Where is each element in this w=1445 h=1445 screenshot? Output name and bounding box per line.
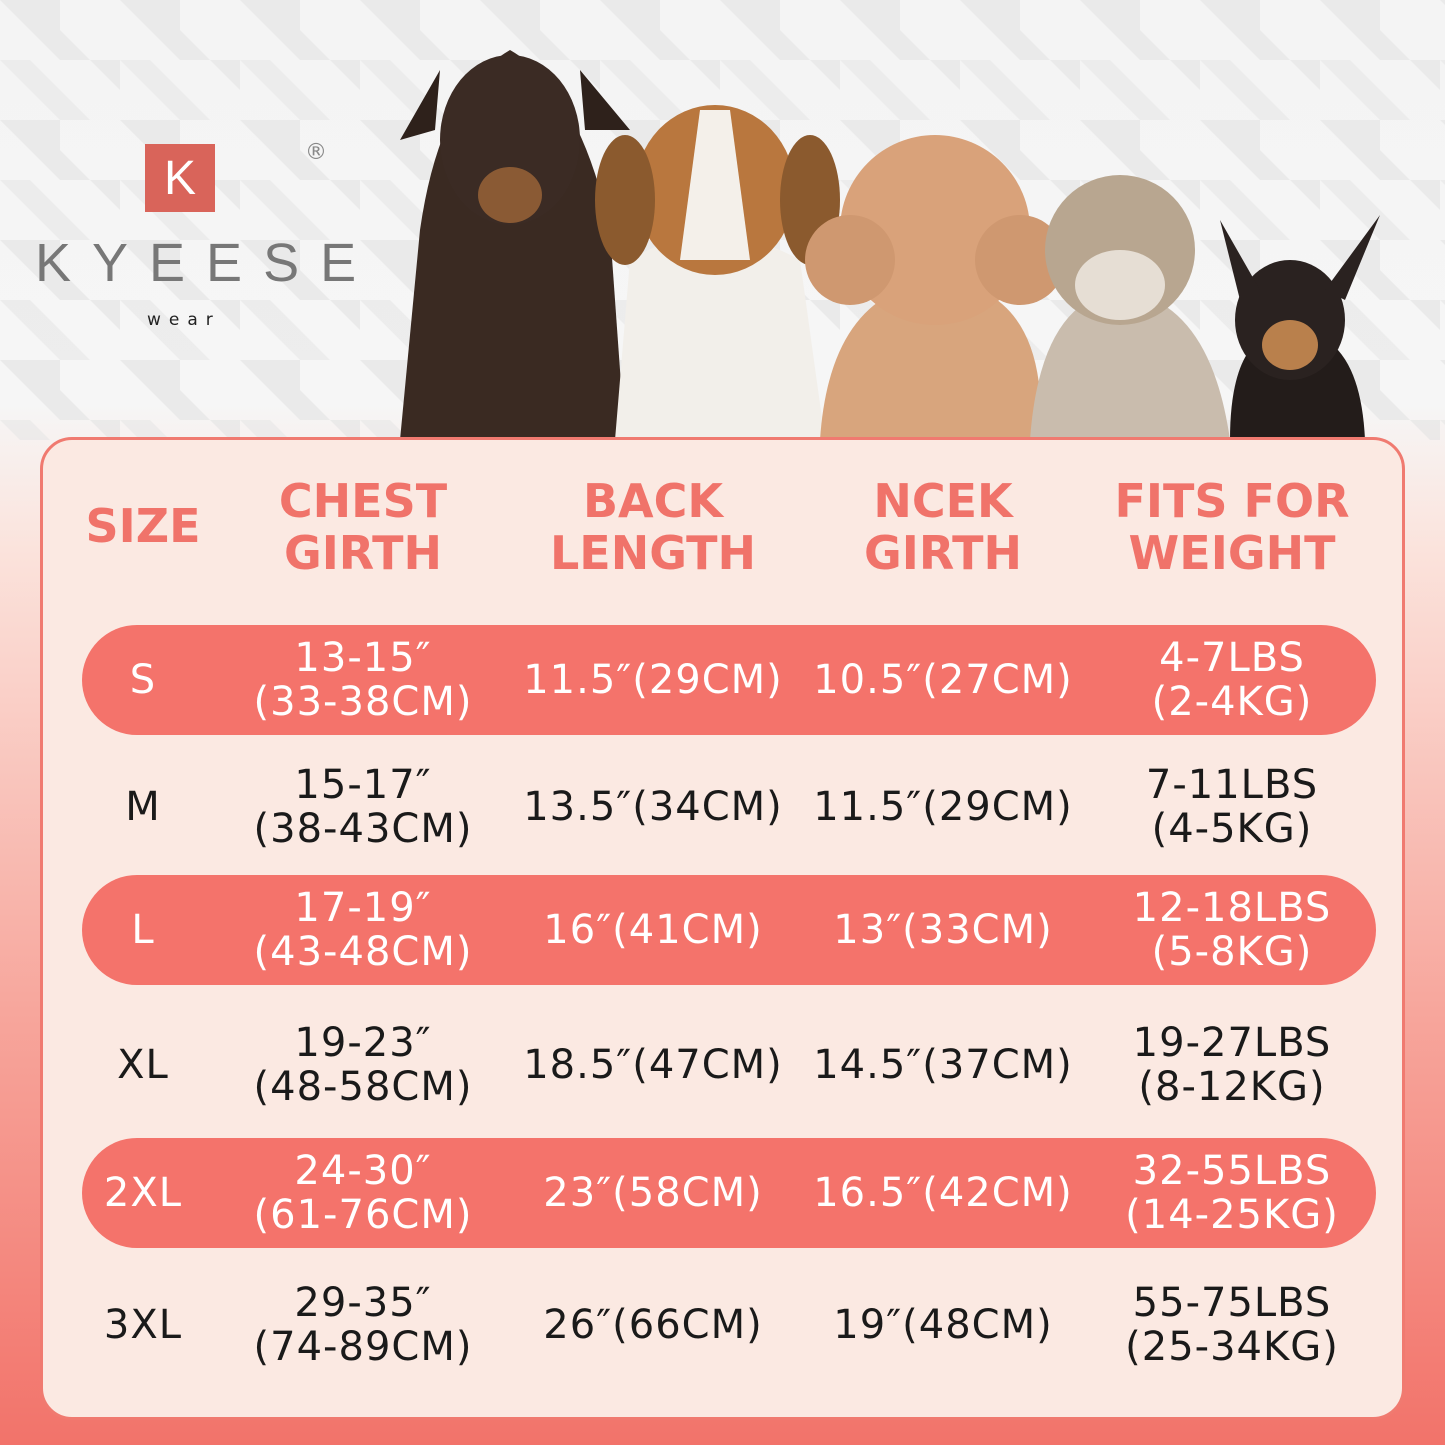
brand-name: KYEESE <box>35 233 378 293</box>
cell-size: L <box>131 907 155 953</box>
header-back-length: BACK LENGTH <box>549 474 757 580</box>
cell-back: 23″(58CM) <box>543 1170 763 1216</box>
cell-chest: 13-15″ (33-38CM) <box>253 635 473 725</box>
cell-back: 13.5″(34CM) <box>523 784 783 830</box>
cell-weight: 19-27LBS (8-12KG) <box>1132 1020 1332 1110</box>
cell-weight: 12-18LBS (5-8KG) <box>1132 885 1332 975</box>
header-size: SIZE <box>85 499 201 553</box>
dogs-photo <box>400 50 1380 440</box>
cell-weight: 55-75LBS (25-34KG) <box>1125 1280 1339 1370</box>
doberman-image <box>400 50 630 440</box>
cell-size: M <box>125 784 161 830</box>
cell-size: 3XL <box>103 1302 183 1348</box>
brand-tagline: wear <box>147 310 221 330</box>
row-highlight <box>82 1138 1376 1248</box>
row-highlight <box>82 625 1376 735</box>
cell-back: 26″(66CM) <box>543 1302 763 1348</box>
beagle-image <box>595 105 840 440</box>
cell-back: 18.5″(47CM) <box>523 1042 783 1088</box>
cell-weight: 32-55LBS (14-25KG) <box>1125 1148 1339 1238</box>
cell-back: 11.5″(29CM) <box>523 657 783 703</box>
cell-neck: 11.5″(29CM) <box>813 784 1073 830</box>
cell-neck: 14.5″(37CM) <box>813 1042 1073 1088</box>
cell-neck: 13″(33CM) <box>833 907 1053 953</box>
row-highlight <box>82 875 1376 985</box>
logo-mark: K <box>145 144 215 212</box>
schnauzer-image <box>1030 175 1230 440</box>
cell-chest: 24-30″ (61-76CM) <box>253 1148 473 1238</box>
header-chest-girth: CHEST GIRTH <box>278 474 448 580</box>
poodle-image <box>805 135 1065 440</box>
cell-size: XL <box>117 1042 169 1088</box>
cell-back: 16″(41CM) <box>543 907 763 953</box>
chihuahua-image <box>1220 215 1380 440</box>
cell-weight: 4-7LBS (2-4KG) <box>1151 635 1313 725</box>
brand-logo: K ® KYEESE wear <box>30 140 356 340</box>
cell-size: S <box>129 657 157 703</box>
cell-size: 2XL <box>103 1170 183 1216</box>
cell-chest: 19-23″ (48-58CM) <box>253 1020 473 1110</box>
cell-weight: 7-11LBS (4-5KG) <box>1145 762 1319 852</box>
cell-neck: 19″(48CM) <box>833 1302 1053 1348</box>
cell-chest: 29-35″ (74-89CM) <box>253 1280 473 1370</box>
header-neck-girth: NCEK GIRTH <box>863 474 1023 580</box>
cell-neck: 10.5″(27CM) <box>813 657 1073 703</box>
cell-neck: 16.5″(42CM) <box>813 1170 1073 1216</box>
cell-chest: 15-17″ (38-43CM) <box>253 762 473 852</box>
registered-mark: ® <box>305 140 327 165</box>
cell-chest: 17-19″ (43-48CM) <box>253 885 473 975</box>
header-fits-for-weight: FITS FOR WEIGHT <box>1114 474 1350 580</box>
